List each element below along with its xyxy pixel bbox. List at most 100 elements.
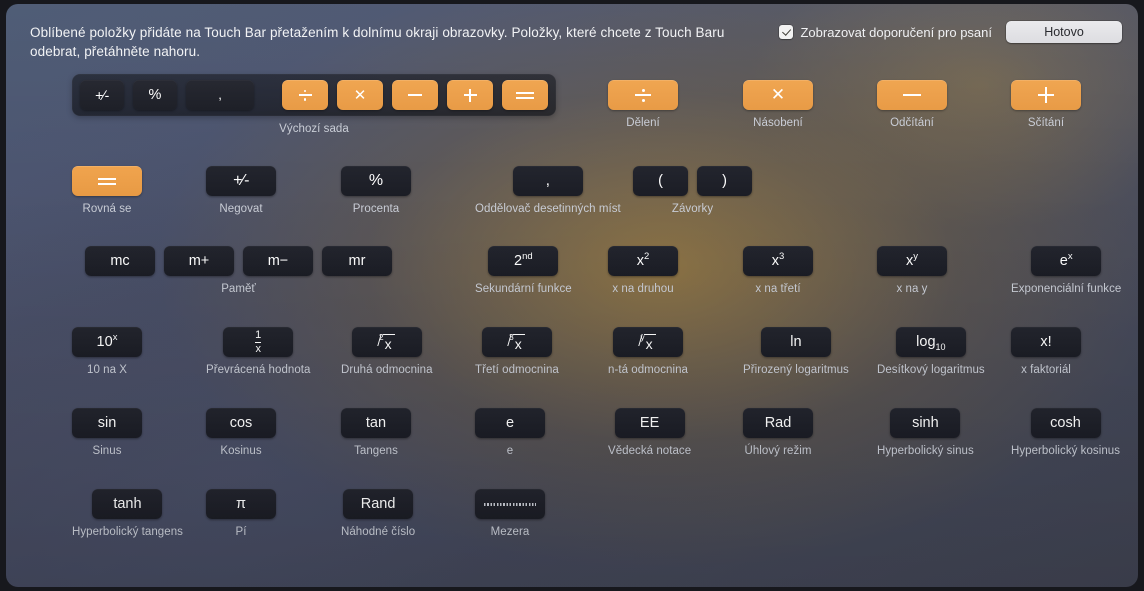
- key-factorial[interactable]: x!: [1011, 327, 1081, 357]
- item-default-set[interactable]: +∕- % , ✕ Výchozí sada: [72, 74, 556, 135]
- key-tanh[interactable]: tanh: [92, 489, 163, 519]
- key-plus[interactable]: [1011, 80, 1081, 110]
- key-log10[interactable]: log10: [895, 327, 966, 357]
- header: Oblíbené položky přidáte na Touch Bar př…: [6, 4, 1138, 66]
- key-x-cubed[interactable]: x3: [743, 246, 813, 276]
- random-icon: Rand: [360, 496, 396, 512]
- key-pi[interactable]: π: [206, 489, 276, 519]
- item-x-squared[interactable]: x2 x na druhou: [608, 246, 678, 295]
- item-hyperbolic-tangent[interactable]: tanh Hyperbolický tangens: [72, 489, 183, 538]
- item-negate[interactable]: +∕- Negovat: [206, 166, 276, 215]
- key-sin[interactable]: sin: [72, 408, 142, 438]
- item-tangent[interactable]: tan Tangens: [341, 408, 411, 457]
- key-sinh[interactable]: sinh: [890, 408, 961, 438]
- item-equals[interactable]: Rovná se: [72, 166, 142, 215]
- key-row: [608, 80, 678, 110]
- item-parentheses[interactable]: ( ) Závorky: [633, 166, 752, 215]
- key-rad[interactable]: Rad: [743, 408, 813, 438]
- item-scientific-notation[interactable]: EE Vědecká notace: [608, 408, 691, 457]
- key-ee[interactable]: EE: [614, 408, 685, 438]
- item-space[interactable]: Mezera: [475, 489, 545, 538]
- item-decimal-separator[interactable]: , Oddělovač desetinných míst: [475, 166, 621, 215]
- key-plus-minus[interactable]: +∕-: [80, 80, 124, 110]
- checkmark-icon[interactable]: [779, 25, 794, 39]
- item-natural-log[interactable]: ln Přirozený logaritmus: [743, 327, 849, 376]
- item-percent[interactable]: % Procenta: [341, 166, 411, 215]
- item-exponential[interactable]: ex Exponenciální funkce: [1011, 246, 1121, 295]
- key-comma[interactable]: ,: [186, 80, 254, 110]
- item-sine[interactable]: sin Sinus: [72, 408, 142, 457]
- item-multiply[interactable]: ✕ Násobení: [743, 80, 813, 129]
- done-button[interactable]: Hotovo: [1006, 21, 1122, 43]
- key-comma[interactable]: ,: [512, 166, 583, 196]
- item-cosine[interactable]: cos Kosinus: [206, 408, 276, 457]
- key-minus[interactable]: [877, 80, 947, 110]
- key-e-to-x[interactable]: ex: [1031, 246, 1102, 276]
- key-plus[interactable]: [447, 80, 493, 110]
- item-x-cubed[interactable]: x3 x na třetí: [743, 246, 813, 295]
- item-log-ten[interactable]: log10 Desítkový logaritmus: [877, 327, 985, 376]
- key-memory-recall[interactable]: mr: [322, 246, 392, 276]
- item-factorial[interactable]: x! x faktoriál: [1011, 327, 1081, 376]
- key-x-squared[interactable]: x2: [608, 246, 678, 276]
- key-euler[interactable]: e: [475, 408, 545, 438]
- key-percent[interactable]: %: [133, 80, 177, 110]
- header-controls: Zobrazovat doporučení pro psaní Hotovo: [779, 21, 1122, 43]
- key-divide[interactable]: [608, 80, 678, 110]
- key-minus[interactable]: [392, 80, 438, 110]
- key-divide[interactable]: [282, 80, 328, 110]
- key-plus-minus[interactable]: +∕-: [206, 166, 276, 196]
- key-equals[interactable]: [72, 166, 142, 196]
- key-row: ( ): [633, 166, 752, 196]
- key-memory-clear[interactable]: mc: [85, 246, 155, 276]
- divide-icon: [298, 89, 312, 102]
- item-second-function[interactable]: 2nd Sekundární funkce: [475, 246, 572, 295]
- multiply-icon: ✕: [770, 85, 786, 104]
- key-right-paren[interactable]: ): [697, 166, 752, 196]
- item-random[interactable]: Rand Náhodné číslo: [341, 489, 415, 538]
- item-pi[interactable]: π Pí: [206, 489, 276, 538]
- item-euler[interactable]: e e: [475, 408, 545, 457]
- key-tan[interactable]: tan: [341, 408, 411, 438]
- typing-suggestions-checkbox[interactable]: Zobrazovat doporučení pro psaní: [779, 25, 992, 40]
- key-equals[interactable]: [502, 80, 548, 110]
- item-caption: Rovná se: [82, 203, 132, 215]
- key-memory-subtract[interactable]: m−: [243, 246, 313, 276]
- item-hyperbolic-cosine[interactable]: cosh Hyperbolický kosinus: [1011, 408, 1120, 457]
- key-cos[interactable]: cos: [206, 408, 276, 438]
- key-left-paren[interactable]: (: [633, 166, 688, 196]
- key-cosh[interactable]: cosh: [1030, 408, 1101, 438]
- key-memory-add[interactable]: m+: [164, 246, 234, 276]
- item-x-to-y[interactable]: xy x na y: [877, 246, 947, 295]
- item-ten-to-x[interactable]: 10x 10 na X: [72, 327, 142, 376]
- item-memory[interactable]: mc m+ m− mr Paměť: [85, 246, 392, 295]
- key-second-function[interactable]: 2nd: [488, 246, 559, 276]
- item-subtract[interactable]: Odčítání: [877, 80, 947, 129]
- key-multiply[interactable]: ✕: [337, 80, 383, 110]
- key-space[interactable]: [475, 489, 545, 519]
- divide-icon: [635, 87, 651, 103]
- item-caption: Sinus: [92, 445, 122, 457]
- item-angle-mode[interactable]: Rad Úhlový režim: [743, 408, 813, 457]
- item-add[interactable]: Sčítání: [1011, 80, 1081, 129]
- key-x-to-y[interactable]: xy: [877, 246, 947, 276]
- key-multiply[interactable]: ✕: [743, 80, 813, 110]
- item-divide[interactable]: Dělení: [608, 80, 678, 129]
- item-caption: Procenta: [352, 203, 400, 215]
- key-natural-log[interactable]: ln: [760, 327, 831, 357]
- key-percent[interactable]: %: [341, 166, 411, 196]
- tan-icon: tan: [365, 415, 387, 431]
- default-set-group[interactable]: +∕- % , ✕: [72, 74, 556, 116]
- key-ten-to-x[interactable]: 10x: [72, 327, 142, 357]
- percent-icon: %: [148, 87, 162, 103]
- item-hyperbolic-sine[interactable]: sinh Hyperbolický sinus: [877, 408, 974, 457]
- key-random[interactable]: Rand: [343, 489, 414, 519]
